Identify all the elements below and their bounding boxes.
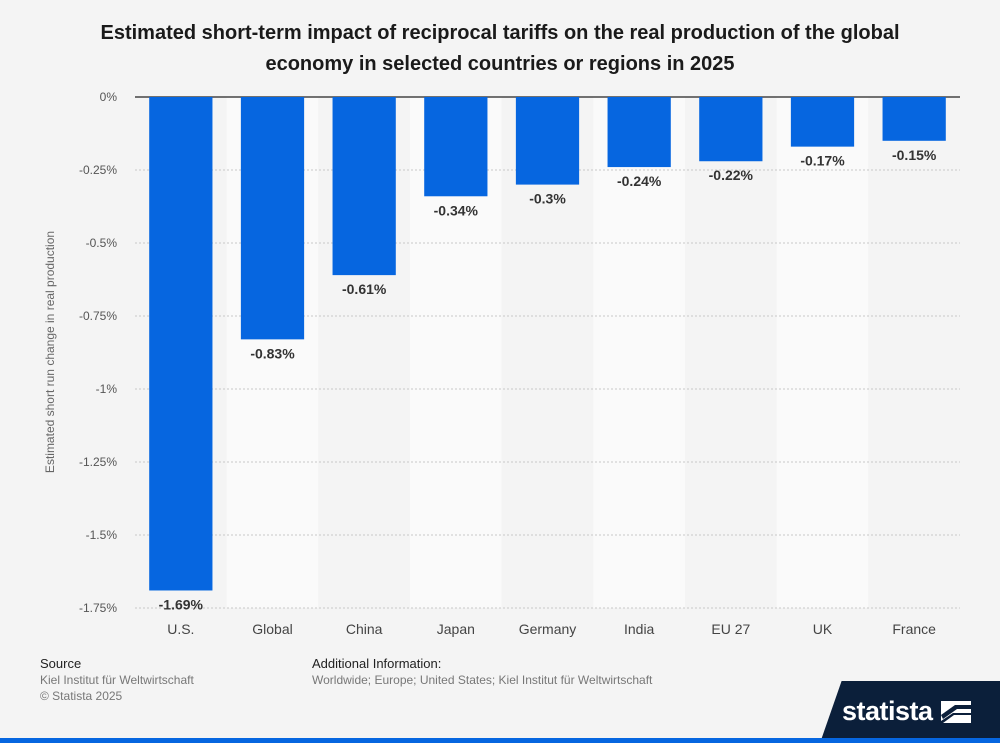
additional-info-block: Additional Information: Worldwide; Europ… bbox=[312, 656, 652, 688]
y-tick-label: -0.75% bbox=[79, 309, 117, 323]
data-label: -0.83% bbox=[250, 345, 295, 361]
category-band bbox=[593, 97, 685, 608]
category-label: Germany bbox=[519, 621, 577, 637]
data-label: -0.61% bbox=[342, 281, 387, 297]
category-band bbox=[776, 97, 869, 608]
category-label: UK bbox=[813, 621, 833, 637]
y-tick-label: -1.75% bbox=[79, 601, 117, 615]
category-label: Japan bbox=[437, 621, 475, 637]
statista-logo-icon bbox=[941, 701, 971, 723]
bar-france[interactable] bbox=[882, 97, 946, 141]
y-tick-label: 0% bbox=[100, 90, 118, 104]
category-labels: U.S. Global China Japan Germany India EU 27 UK F… bbox=[167, 621, 936, 637]
source-name[interactable]: Kiel Institut für Weltwirtschaft bbox=[40, 673, 194, 687]
bottom-accent-line bbox=[0, 738, 1000, 743]
data-label: -0.34% bbox=[434, 202, 479, 218]
additional-info-heading: Additional Information: bbox=[312, 656, 442, 671]
bar-global[interactable] bbox=[240, 97, 305, 340]
category-band bbox=[868, 97, 960, 608]
bar-chart: 0%-0.25%-0.5%-0.75%-1%-1.25%-1.5%-1.75% … bbox=[43, 90, 960, 637]
additional-info-text: Worldwide; Europe; United States; Kiel I… bbox=[312, 673, 653, 687]
brand-name[interactable]: statista bbox=[842, 696, 933, 726]
bars bbox=[149, 97, 946, 591]
y-tick-label: -1.5% bbox=[86, 528, 118, 542]
y-axis-ticks: 0% -0.25% -0.5% -0.75% -1% -1.25% -1.5% -1.75% bbox=[79, 90, 117, 615]
category-label: France bbox=[892, 621, 936, 637]
category-label: U.S. bbox=[167, 621, 194, 637]
bar-eu-27[interactable] bbox=[699, 97, 763, 162]
y-tick-label: -0.5% bbox=[86, 236, 118, 250]
category-band bbox=[685, 97, 777, 608]
source-block: Source Kiel Institut für Weltwirtschaft … bbox=[40, 656, 194, 704]
category-label: China bbox=[346, 621, 383, 637]
data-label: -1.69% bbox=[159, 596, 204, 612]
source-heading: Source bbox=[40, 656, 82, 671]
data-label: -0.3% bbox=[529, 191, 566, 207]
y-tick-label: -1.25% bbox=[79, 455, 117, 469]
copyright: © Statista 2025 bbox=[40, 689, 123, 703]
bar-u-s-[interactable] bbox=[149, 97, 213, 591]
data-label: -0.24% bbox=[617, 173, 662, 189]
category-label: India bbox=[624, 621, 655, 637]
bar-uk[interactable] bbox=[790, 97, 855, 147]
data-labels: -1.69% -0.83% -0.61% -0.34% -0.3% -0.24% -0.22… bbox=[159, 147, 937, 613]
y-axis-label: Estimated short run change in real produ… bbox=[43, 231, 57, 473]
bar-india[interactable] bbox=[607, 97, 671, 168]
category-label: EU 27 bbox=[711, 621, 750, 637]
y-tick-label: -0.25% bbox=[79, 163, 117, 177]
data-label: -0.17% bbox=[800, 153, 845, 169]
data-label: -0.15% bbox=[892, 147, 937, 163]
bar-china[interactable] bbox=[332, 97, 396, 276]
category-label: Global bbox=[252, 621, 292, 637]
chart-title: Estimated short-term impact of reciproca… bbox=[100, 22, 900, 75]
y-tick-label: -1% bbox=[96, 382, 118, 396]
data-label: -0.22% bbox=[709, 167, 754, 183]
bar-japan[interactable] bbox=[424, 97, 488, 197]
bar-germany[interactable] bbox=[515, 97, 580, 185]
